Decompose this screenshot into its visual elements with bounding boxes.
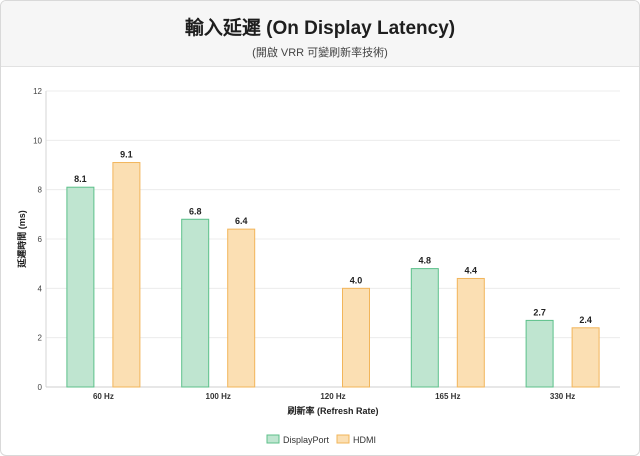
y-tick-label: 2 bbox=[38, 334, 43, 343]
legend-label-displayport: DisplayPort bbox=[283, 435, 330, 445]
data-label: 4.0 bbox=[350, 275, 363, 285]
x-tick-label: 100 Hz bbox=[206, 392, 231, 401]
grid-lines bbox=[45, 90, 620, 388]
legend-swatch-displayport bbox=[266, 434, 280, 444]
bar-hdmi-330hz bbox=[571, 327, 600, 388]
data-label: 4.4 bbox=[465, 265, 478, 275]
y-axis-label: 延遲時間 (ms) bbox=[16, 210, 27, 269]
legend-swatch-hdmi bbox=[336, 434, 350, 444]
x-tick-label: 330 Hz bbox=[550, 392, 575, 401]
bar-displayport-60hz bbox=[66, 186, 95, 388]
y-tick-label: 6 bbox=[38, 235, 43, 244]
chart-title: 輸入延遲 (On Display Latency) bbox=[184, 18, 456, 39]
x-tick-label: 165 Hz bbox=[435, 392, 460, 401]
y-axis-ticks: 0 2 4 6 8 10 12 bbox=[33, 87, 42, 392]
y-tick-label: 0 bbox=[38, 383, 43, 392]
data-labels: 8.1 9.1 6.8 6.4 4.0 4.8 4.4 2.7 2.4 bbox=[74, 150, 592, 325]
x-axis-label: 刷新率 (Refresh Rate) bbox=[287, 405, 378, 416]
bar-displayport-330hz bbox=[525, 319, 554, 388]
y-tick-label: 8 bbox=[38, 186, 43, 195]
data-label: 6.4 bbox=[235, 216, 248, 226]
data-label: 2.4 bbox=[579, 315, 592, 325]
data-label: 8.1 bbox=[74, 174, 87, 184]
data-label: 6.8 bbox=[189, 206, 202, 216]
chart-header: 輸入延遲 (On Display Latency) (開啟 VRR 可變刷新率技… bbox=[1, 1, 639, 67]
bar-displayport-100hz bbox=[181, 218, 210, 388]
chart-subtitle: (開啟 VRR 可變刷新率技術) bbox=[252, 47, 388, 59]
bar-hdmi-100hz bbox=[227, 228, 256, 388]
data-label: 4.8 bbox=[419, 256, 432, 266]
x-axis-ticks: 60 Hz 100 Hz 120 Hz 165 Hz 330 Hz bbox=[93, 392, 575, 401]
y-tick-label: 4 bbox=[38, 284, 43, 293]
y-tick-label: 12 bbox=[33, 87, 42, 96]
data-label: 9.1 bbox=[120, 150, 133, 160]
x-tick-label: 60 Hz bbox=[93, 392, 114, 401]
bars bbox=[66, 162, 600, 388]
data-label: 2.7 bbox=[533, 307, 546, 317]
bar-hdmi-165hz bbox=[456, 277, 485, 388]
x-tick-label: 120 Hz bbox=[320, 392, 345, 401]
legend-label-hdmi: HDMI bbox=[353, 435, 376, 445]
y-tick-label: 10 bbox=[33, 136, 42, 145]
legend: DisplayPort HDMI bbox=[266, 434, 376, 445]
bar-hdmi-60hz bbox=[112, 162, 141, 388]
bar-displayport-165hz bbox=[410, 268, 439, 388]
bar-hdmi-120hz bbox=[342, 287, 370, 388]
